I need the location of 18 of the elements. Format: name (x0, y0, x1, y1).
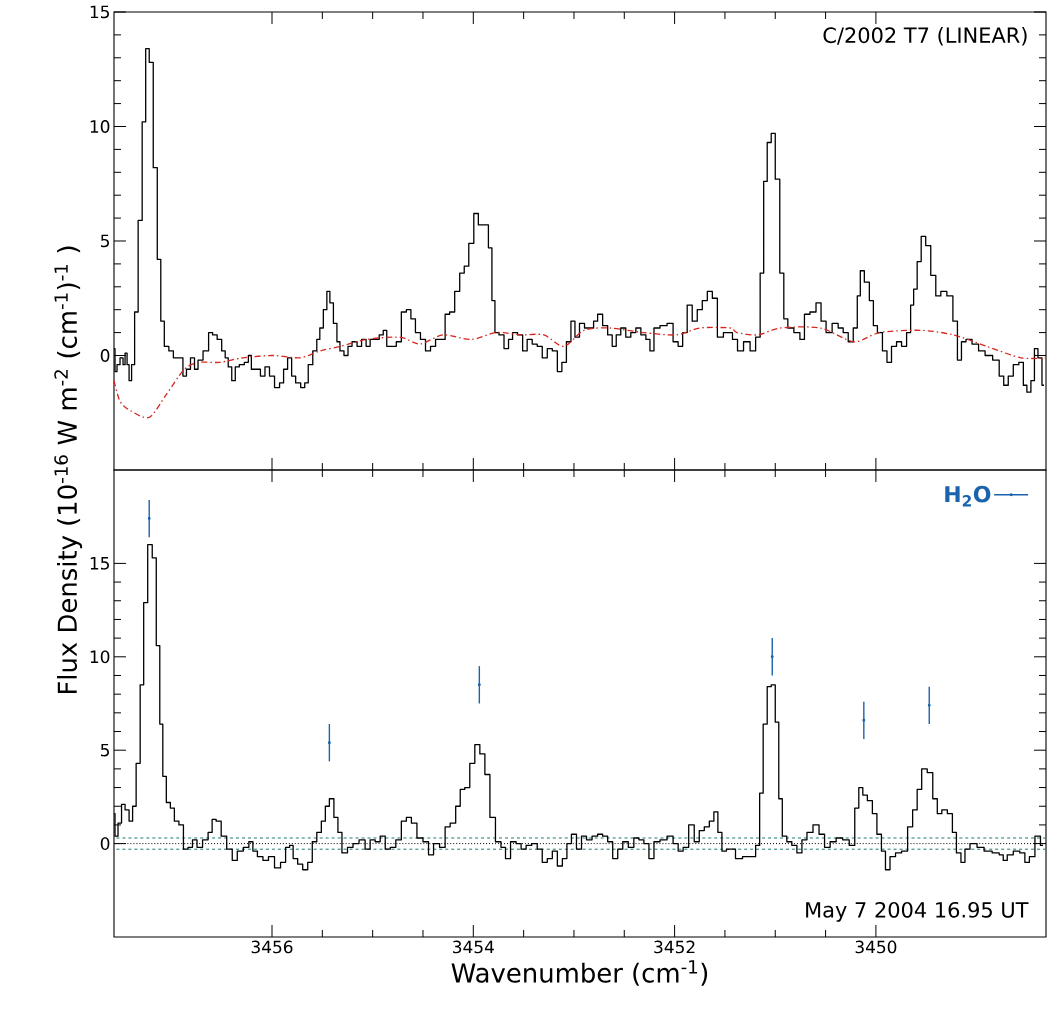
legend-label: H$_{2}$O (945, 485, 991, 507)
line-series (113, 326, 1047, 419)
y-tick-label: 0 (100, 349, 110, 362)
y-tick-label: 10 (90, 120, 110, 133)
x-tick-label: 3450 (855, 940, 897, 954)
y-tick-label: 0 (100, 837, 110, 850)
x-tick-label: 3454 (453, 940, 494, 954)
x-tick-label: 3456 (251, 940, 293, 954)
annotation: C/2002 T7 (LINEAR) (823, 26, 1027, 46)
x-tick-label: 3452 (654, 940, 695, 954)
x-axis-title: Wavenumber (cm$^{-1}$) (451, 960, 708, 986)
y-tick-label: 5 (101, 234, 109, 248)
y-tick-label: 15 (90, 5, 109, 19)
y-tick-label: 5 (101, 743, 109, 757)
y-tick-label: 15 (90, 557, 109, 570)
text: Flux Density (10$^{-16}$ W m$^{-2}$ (cm$^{-1}$)$^{-1}$ ) (54, 246, 83, 694)
annotation: May 7 2004 16.95 UT (806, 901, 1029, 922)
y-tick-label: 10 (90, 650, 110, 664)
